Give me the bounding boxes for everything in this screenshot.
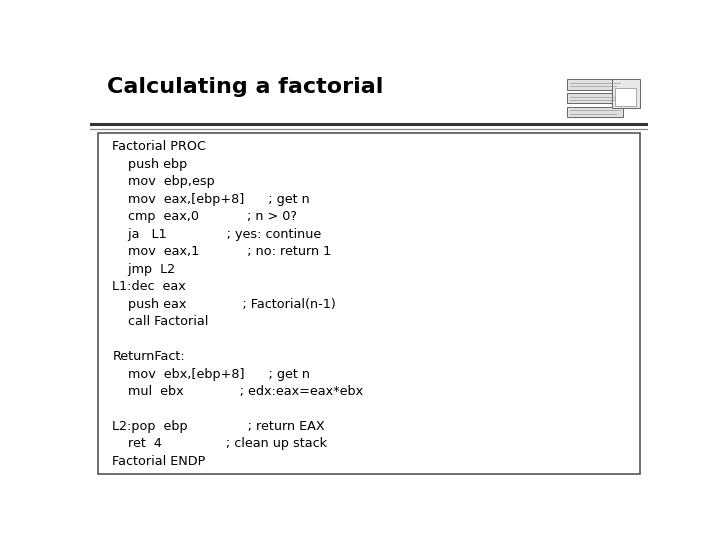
Text: push ebp: push ebp — [112, 158, 188, 171]
Text: L2:pop  ebp               ; return EAX: L2:pop ebp ; return EAX — [112, 420, 325, 433]
Text: jmp  L2: jmp L2 — [112, 263, 176, 276]
Text: push eax              ; Factorial(n-1): push eax ; Factorial(n-1) — [112, 298, 336, 310]
Text: call Factorial: call Factorial — [112, 315, 209, 328]
Text: cmp  eax,0            ; n > 0?: cmp eax,0 ; n > 0? — [112, 211, 297, 224]
Text: Factorial PROC: Factorial PROC — [112, 140, 207, 153]
Text: ReturnFact:: ReturnFact: — [112, 350, 185, 363]
Text: mov  eax,1            ; no: return 1: mov eax,1 ; no: return 1 — [112, 245, 332, 258]
Text: mov  ebx,[ebp+8]      ; get n: mov ebx,[ebp+8] ; get n — [112, 368, 310, 381]
Text: ja   L1               ; yes: continue: ja L1 ; yes: continue — [112, 228, 322, 241]
Text: mov  eax,[ebp+8]      ; get n: mov eax,[ebp+8] ; get n — [112, 193, 310, 206]
Text: mov  ebp,esp: mov ebp,esp — [112, 176, 215, 188]
Text: ret  4                ; clean up stack: ret 4 ; clean up stack — [112, 437, 328, 450]
FancyBboxPatch shape — [567, 93, 623, 104]
FancyBboxPatch shape — [615, 88, 636, 106]
Text: mul  ebx              ; edx:eax=eax*ebx: mul ebx ; edx:eax=eax*ebx — [112, 385, 364, 398]
Text: L1:dec  eax: L1:dec eax — [112, 280, 186, 293]
Text: Calculating a factorial: Calculating a factorial — [107, 77, 383, 97]
FancyBboxPatch shape — [99, 133, 639, 474]
FancyBboxPatch shape — [567, 79, 623, 90]
FancyBboxPatch shape — [567, 107, 623, 117]
FancyBboxPatch shape — [612, 79, 639, 109]
Text: Factorial ENDP: Factorial ENDP — [112, 455, 206, 468]
